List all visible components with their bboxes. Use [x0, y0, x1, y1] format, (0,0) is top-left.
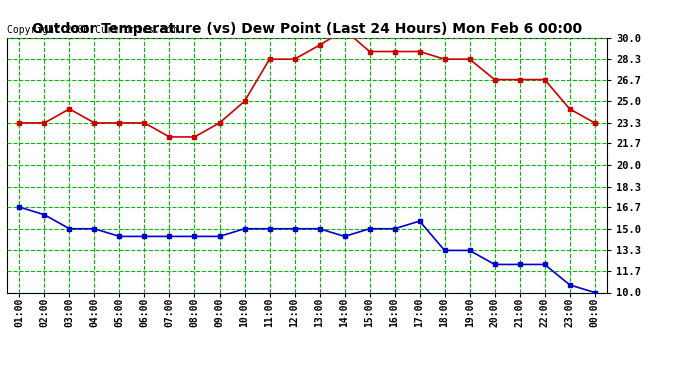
- Text: Copyright 2006 Curtronics.com: Copyright 2006 Curtronics.com: [7, 25, 177, 35]
- Title: Outdoor Temperature (vs) Dew Point (Last 24 Hours) Mon Feb 6 00:00: Outdoor Temperature (vs) Dew Point (Last…: [32, 22, 582, 36]
